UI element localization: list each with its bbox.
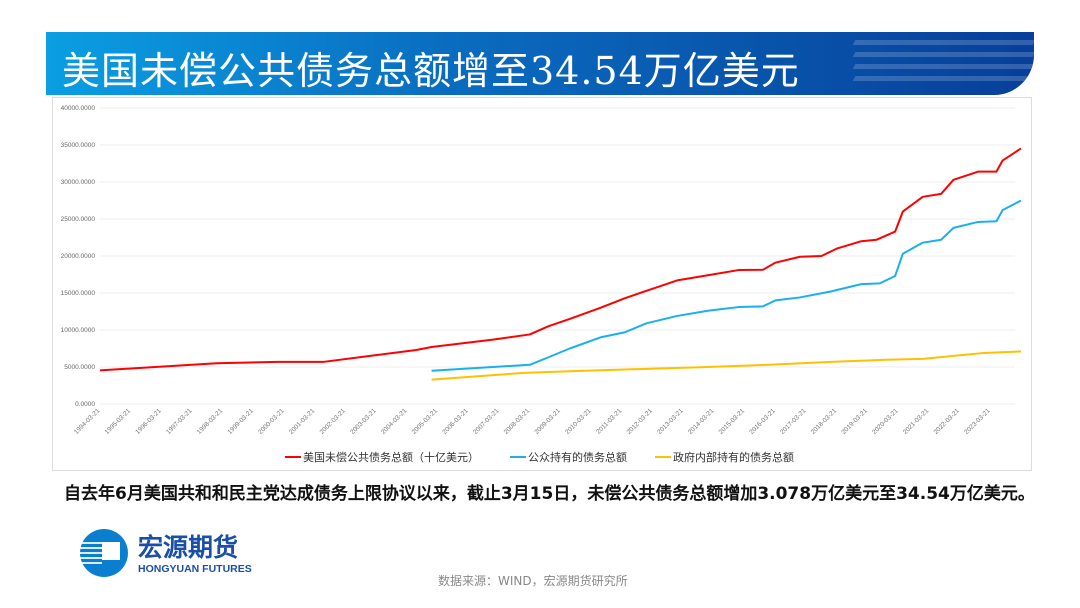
x-tick-label: 2013-03-21 [656, 407, 685, 436]
x-tick-label: 2003-03-21 [349, 407, 378, 436]
page-title: 美国未偿公共债务总额增至34.54万亿美元 [62, 49, 800, 93]
legend-label-1: 公众持有的债务总额 [528, 450, 627, 464]
logo-cn: 宏源期货 [138, 533, 238, 562]
y-tick-label: 10000.0000 [61, 327, 96, 334]
x-tick-label: 2002-03-21 [319, 407, 348, 436]
logo-graphic: 宏源期货 HONGYUAN FUTURES [80, 529, 252, 577]
x-tick-label: 2018-03-21 [810, 407, 839, 436]
logo-en: HONGYUAN FUTURES [138, 563, 252, 575]
x-tick-label: 2014-03-21 [687, 407, 716, 436]
summary-note: 自去年6月美国共和和民主党达成债务上限协议以来，截止3月15日，未偿公共债务总额… [64, 484, 1035, 504]
x-tick-label: 1995-03-21 [104, 407, 133, 436]
legend-label-0: 美国未偿公共债务总额（十亿美元） [303, 450, 479, 464]
series-line-0 [99, 147, 1022, 372]
y-tick-label: 25000.0000 [61, 216, 96, 223]
y-tick-label: 35000.0000 [61, 142, 96, 149]
chart-frame [52, 97, 1032, 471]
x-tick-label: 2023-03-21 [963, 407, 992, 436]
x-tick-label: 2019-03-21 [840, 407, 869, 436]
x-tick-label: 2011-03-21 [595, 407, 623, 435]
y-tick-label: 0.0000 [75, 401, 95, 408]
x-tick-label: 1997-03-21 [165, 407, 194, 436]
y-tick-label: 30000.0000 [61, 179, 96, 186]
x-tick-label: 2006-03-21 [441, 407, 470, 436]
x-tick-label: 1999-03-21 [226, 407, 255, 436]
debt-line-chart: 0.0000 5000.0000 10000.0000 15000.0000 20000… [61, 105, 1022, 464]
x-tick-label: 2010-03-21 [564, 407, 593, 436]
x-tick-label: 2015-03-21 [718, 407, 747, 436]
x-tick-label: 2020-03-21 [871, 407, 900, 436]
y-tick-label: 40000.0000 [61, 105, 96, 112]
title-banner: 美国未偿公共债务总额增至34.54万亿美元 [46, 32, 1034, 95]
x-tick-label: 2017-03-21 [779, 407, 808, 436]
y-tick-label: 15000.0000 [61, 290, 96, 297]
data-source: 数据来源：WIND，宏源期货研究所 [438, 574, 628, 588]
x-tick-label: 2016-03-21 [748, 407, 777, 436]
x-tick-label: 2000-03-21 [257, 407, 286, 436]
x-tick-label: 2005-03-21 [411, 407, 440, 436]
x-tick-label: 1994-03-21 [73, 407, 102, 436]
x-tick-label: 1998-03-21 [196, 407, 225, 436]
x-tick-label: 1996-03-21 [134, 407, 163, 436]
x-tick-label: 2022-03-21 [933, 407, 962, 436]
x-tick-label: 2004-03-21 [380, 407, 409, 436]
series-line-2 [431, 350, 1022, 381]
x-tick-label: 2021-03-21 [902, 407, 931, 436]
x-tick-label: 2008-03-21 [503, 407, 532, 436]
x-tick-label: 2007-03-21 [472, 407, 501, 436]
x-tick-label: 2009-03-21 [533, 407, 562, 436]
legend-label-2: 政府内部持有的债务总额 [673, 450, 794, 464]
y-tick-label: 20000.0000 [61, 253, 96, 260]
company-logo: 宏源期货 HONGYUAN FUTURES [76, 528, 306, 582]
x-tick-label: 2001-03-21 [288, 407, 317, 436]
y-tick-label: 5000.0000 [64, 364, 95, 371]
series-line-1 [431, 199, 1022, 372]
x-tick-label: 2012-03-21 [626, 407, 655, 436]
